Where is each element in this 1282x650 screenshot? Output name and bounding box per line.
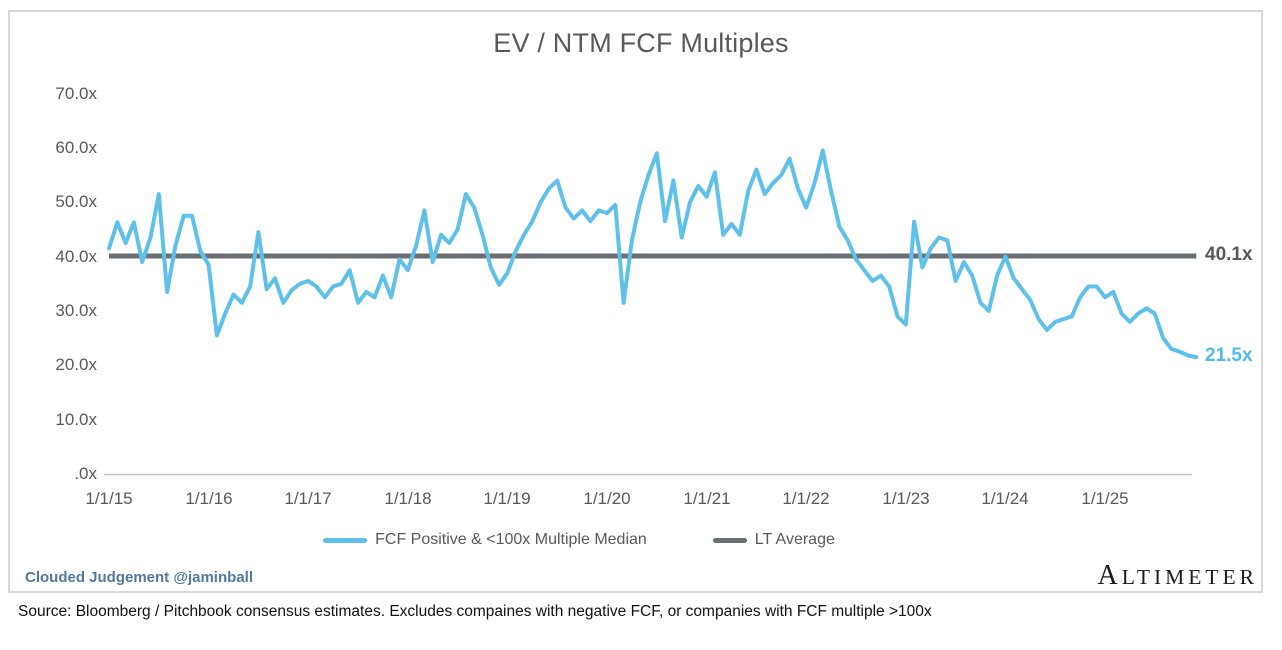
legend-item-fcf-median: FCF Positive & <100x Multiple Median <box>323 531 647 549</box>
lt-average-line-swatch-icon <box>712 537 747 543</box>
fcf-median-series-line <box>107 148 1199 360</box>
y-tick-label: 40.0x <box>55 247 97 266</box>
legend-item-lt-average: LT Average <box>712 531 835 549</box>
y-tick-label: 30.0x <box>55 301 97 320</box>
y-tick-label: 10.0x <box>55 410 97 429</box>
x-tick-label: 1/1/23 <box>882 489 930 508</box>
x-tick-label: 1/1/25 <box>1081 489 1129 508</box>
lt-average-value-label: 40.1x <box>1205 244 1253 265</box>
source-note: Source: Bloomberg / Pitchbook consensus … <box>18 603 932 620</box>
altimeter-logo: ALTIMETER <box>1097 560 1258 592</box>
y-tick-label: .0x <box>74 464 97 483</box>
byline: Clouded Judgement @jaminball <box>25 569 253 586</box>
chart-frame <box>8 10 1263 593</box>
x-tick-label: 1/1/17 <box>284 489 332 508</box>
altimeter-logo-rest: LTIMETER <box>1121 565 1258 589</box>
x-tick-label: 1/1/20 <box>583 489 631 508</box>
chart-legend: FCF Positive & <100x Multiple Median LT … <box>0 531 1220 549</box>
chart-title: EV / NTM FCF Multiples <box>493 28 789 58</box>
x-tick-label: 1/1/16 <box>185 489 233 508</box>
x-tick-label: 1/1/18 <box>384 489 432 508</box>
y-tick-label: 60.0x <box>55 138 97 157</box>
y-tick-label: 50.0x <box>55 192 97 211</box>
x-tick-label: 1/1/15 <box>85 489 133 508</box>
x-tick-label: 1/1/19 <box>483 489 531 508</box>
y-tick-label: 20.0x <box>55 355 97 374</box>
x-tick-label: 1/1/21 <box>683 489 731 508</box>
legend-label-lt-average: LT Average <box>754 531 835 548</box>
latest-value-label: 21.5x <box>1205 345 1253 366</box>
fcf-median-line-swatch-icon <box>323 537 368 543</box>
x-tick-label: 1/1/24 <box>981 489 1029 508</box>
y-tick-label: 70.0x <box>55 84 97 103</box>
altimeter-logo-first-letter: A <box>1097 560 1122 591</box>
x-tick-label: 1/1/22 <box>782 489 830 508</box>
legend-label-fcf-median: FCF Positive & <100x Multiple Median <box>375 531 647 548</box>
